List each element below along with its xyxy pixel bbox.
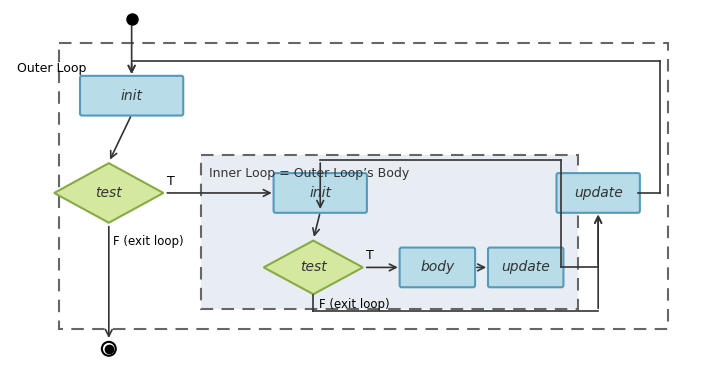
Polygon shape bbox=[264, 241, 363, 294]
Text: init: init bbox=[121, 89, 142, 103]
Text: T: T bbox=[167, 175, 175, 188]
Text: Outer Loop: Outer Loop bbox=[18, 62, 87, 75]
FancyBboxPatch shape bbox=[400, 247, 475, 287]
Bar bbox=[201, 155, 578, 309]
Text: update: update bbox=[501, 261, 550, 274]
FancyBboxPatch shape bbox=[556, 173, 640, 213]
Text: update: update bbox=[574, 186, 623, 200]
Text: T: T bbox=[366, 249, 374, 262]
Bar bbox=[59, 43, 668, 329]
Text: body: body bbox=[420, 261, 455, 274]
FancyBboxPatch shape bbox=[274, 173, 367, 213]
Text: Inner Loop = Outer Loop’s Body: Inner Loop = Outer Loop’s Body bbox=[209, 167, 410, 180]
Text: test: test bbox=[95, 186, 122, 200]
Text: test: test bbox=[300, 261, 326, 274]
FancyBboxPatch shape bbox=[80, 76, 183, 115]
Text: F (exit loop): F (exit loop) bbox=[113, 235, 183, 247]
Text: init: init bbox=[309, 186, 331, 200]
FancyBboxPatch shape bbox=[488, 247, 563, 287]
Polygon shape bbox=[54, 163, 164, 223]
Text: F (exit loop): F (exit loop) bbox=[319, 298, 390, 311]
